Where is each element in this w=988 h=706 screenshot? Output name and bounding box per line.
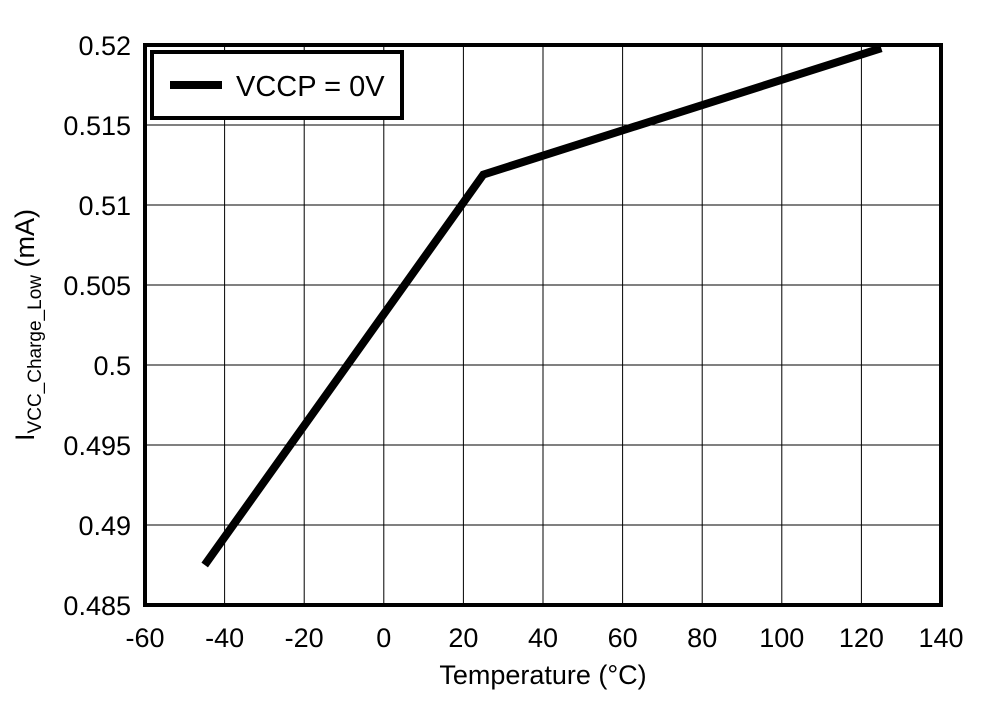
x-tick-label: 100 bbox=[759, 623, 804, 653]
x-tick-label: 40 bbox=[528, 623, 558, 653]
x-tick-label: 60 bbox=[608, 623, 638, 653]
y-tick-label: 0.51 bbox=[78, 191, 131, 221]
x-tick-label: -60 bbox=[125, 623, 164, 653]
y-tick-label: 0.49 bbox=[78, 511, 131, 541]
series-layer bbox=[201, 44, 883, 568]
x-tick-label: -20 bbox=[285, 623, 324, 653]
y-tick-label: 0.495 bbox=[63, 431, 131, 461]
y-tick-label: 0.485 bbox=[63, 591, 131, 621]
y-axis-label: IVCC_Charge_Low (mA) bbox=[10, 209, 46, 441]
legend: VCCP = 0V bbox=[150, 50, 404, 120]
y-tick-label: 0.505 bbox=[63, 271, 131, 301]
x-tick-label: 80 bbox=[687, 623, 717, 653]
plot-frame bbox=[143, 43, 943, 607]
x-tick-label: 120 bbox=[839, 623, 884, 653]
y-tick-label: 0.52 bbox=[78, 31, 131, 61]
x-tick-labels: -60 -40 -20 0 20 40 60 80 100 120 140 bbox=[125, 623, 963, 653]
grid bbox=[144, 44, 942, 606]
y-tick-labels: 0.485 0.49 0.495 0.5 0.505 0.51 0.515 0.52 bbox=[63, 31, 131, 621]
series-line bbox=[201, 44, 883, 568]
x-tick-label: -40 bbox=[205, 623, 244, 653]
y-axis-label-subscript: VCC_Charge_Low bbox=[25, 275, 46, 434]
y-axis-label-unit: (mA) bbox=[10, 209, 40, 275]
x-axis-label: Temperature (°C) bbox=[439, 660, 646, 690]
x-tick-label: 20 bbox=[448, 623, 478, 653]
legend-label: VCCP = 0V bbox=[236, 71, 385, 103]
y-tick-label: 0.515 bbox=[63, 111, 131, 141]
x-tick-label: 140 bbox=[918, 623, 963, 653]
y-axis-label-main: I bbox=[10, 433, 40, 441]
y-tick-label: 0.5 bbox=[93, 351, 131, 381]
x-tick-label: 0 bbox=[376, 623, 391, 653]
